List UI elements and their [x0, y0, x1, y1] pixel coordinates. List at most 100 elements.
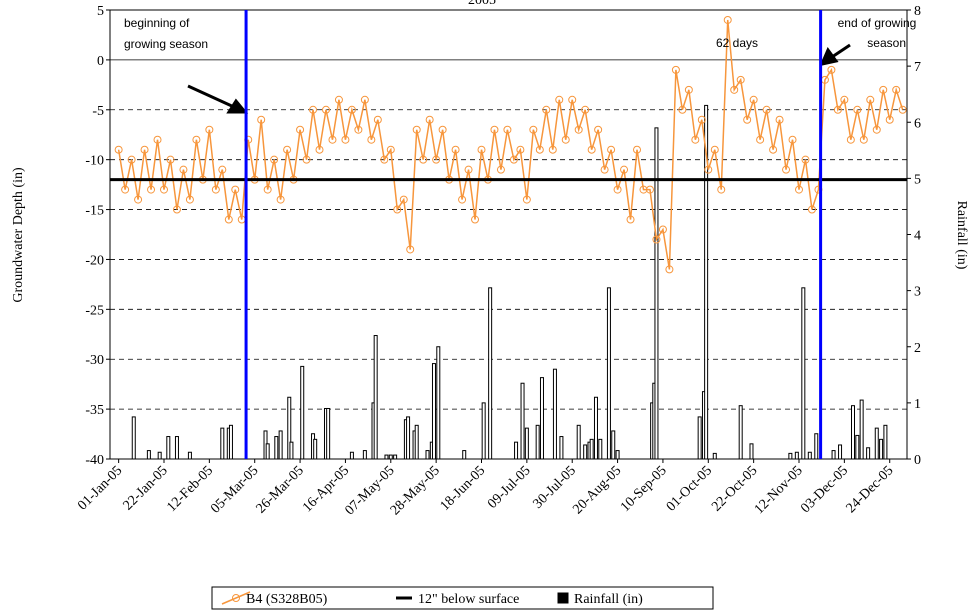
rain-bar [712, 452, 717, 460]
legend-box [211, 586, 714, 610]
groundwater-point [548, 145, 557, 154]
groundwater-point [522, 195, 531, 204]
y2-axis-label: Rainfall (in) [954, 201, 969, 270]
rain-bar [535, 424, 540, 460]
groundwater-point [399, 195, 408, 204]
rain-bar [859, 399, 864, 460]
groundwater-point [140, 145, 149, 154]
x-tick-label: 03-Dec-05 [798, 463, 851, 516]
rain-bar [831, 450, 836, 460]
groundwater-point [807, 205, 816, 214]
groundwater-point [205, 125, 214, 134]
annotation-arrows [187, 43, 851, 114]
groundwater-point [782, 165, 791, 174]
rain-bar [879, 438, 884, 460]
groundwater-point [639, 185, 648, 194]
rain-bar [794, 451, 799, 460]
legend-entry: B4 (S328B05) [221, 591, 328, 607]
groundwater-point [620, 165, 629, 174]
groundwater-point [529, 125, 538, 134]
groundwater-line [117, 19, 904, 270]
y2-tick-label: 0 [914, 453, 921, 468]
groundwater-point [121, 185, 130, 194]
annotation: end of growing [838, 16, 917, 30]
groundwater-point [555, 95, 564, 104]
rain-bar [838, 444, 843, 460]
groundwater-point [879, 85, 888, 94]
groundwater-point [697, 115, 706, 124]
groundwater-point [587, 145, 596, 154]
groundwater-point [341, 135, 350, 144]
groundwater-point [710, 145, 719, 154]
groundwater-point [179, 165, 188, 174]
groundwater-point [458, 195, 467, 204]
groundwater-point [334, 95, 343, 104]
groundwater-point [367, 135, 376, 144]
groundwater-point [652, 235, 661, 244]
rain-bar [166, 436, 171, 460]
groundwater-point [386, 145, 395, 154]
groundwater-point [853, 105, 862, 114]
rain-bar [697, 416, 702, 460]
groundwater-point [723, 15, 732, 24]
groundwater-point [535, 145, 544, 154]
groundwater-point [393, 205, 402, 214]
groundwater-point [114, 145, 123, 154]
rain-bar [749, 443, 754, 460]
x-tick-label: 10-Sep-05 [618, 463, 670, 515]
rain-bar [220, 427, 225, 460]
rain-bar [406, 416, 411, 460]
groundwater-point [600, 165, 609, 174]
rain-bar [384, 454, 389, 460]
groundwater-point [671, 65, 680, 74]
y-tick-label: -10 [85, 154, 104, 169]
x-tick-label: 20-Aug-05 [570, 463, 624, 517]
groundwater-point [743, 115, 752, 124]
groundwater-point [464, 165, 473, 174]
rain-bar [583, 444, 588, 460]
groundwater-point [665, 265, 674, 274]
x-tick-label: 22-Jan-05 [121, 463, 171, 513]
plot-frame [109, 9, 908, 460]
rain-bar [146, 450, 151, 460]
groundwater-point [231, 185, 240, 194]
rain-bar [593, 396, 598, 460]
groundwater-point [833, 105, 842, 114]
annotation: 62 days [716, 36, 758, 50]
groundwater-point [633, 145, 642, 154]
y2-tick-label: 5 [914, 172, 921, 187]
groundwater-point [762, 105, 771, 114]
y2-tick-label: 2 [914, 341, 921, 356]
rain-bar [606, 287, 611, 460]
rain-bar [174, 436, 179, 460]
groundwater-point [678, 105, 687, 114]
groundwater-point [594, 125, 603, 134]
x-tick-label: 18-Jun-05 [438, 463, 489, 514]
annotation: season [867, 36, 906, 50]
x-tick-label: 01-Jan-05 [75, 463, 125, 513]
rain-bar [131, 416, 136, 460]
x-tick-label: 26-Mar-05 [254, 463, 307, 516]
groundwater-point [360, 95, 369, 104]
arrow-head [819, 46, 839, 67]
rain-bar [425, 450, 430, 460]
groundwater-point [412, 125, 421, 134]
rain-bar [414, 424, 419, 460]
groundwater-point [756, 135, 765, 144]
groundwater-point [153, 135, 162, 144]
groundwater-point [192, 135, 201, 144]
rain-bar [611, 430, 616, 460]
groundwater-point [801, 155, 810, 164]
legend-swatch [232, 594, 240, 602]
groundwater-point [749, 95, 758, 104]
rain-bar [313, 438, 318, 460]
rain-bar [514, 441, 519, 460]
groundwater-point [432, 155, 441, 164]
arrow [187, 84, 235, 109]
groundwater-point [321, 105, 330, 114]
groundwater-point [645, 185, 654, 194]
x-tick-label: 09-Jul-05 [485, 463, 534, 512]
groundwater-point [684, 85, 693, 94]
groundwater-point [613, 185, 622, 194]
